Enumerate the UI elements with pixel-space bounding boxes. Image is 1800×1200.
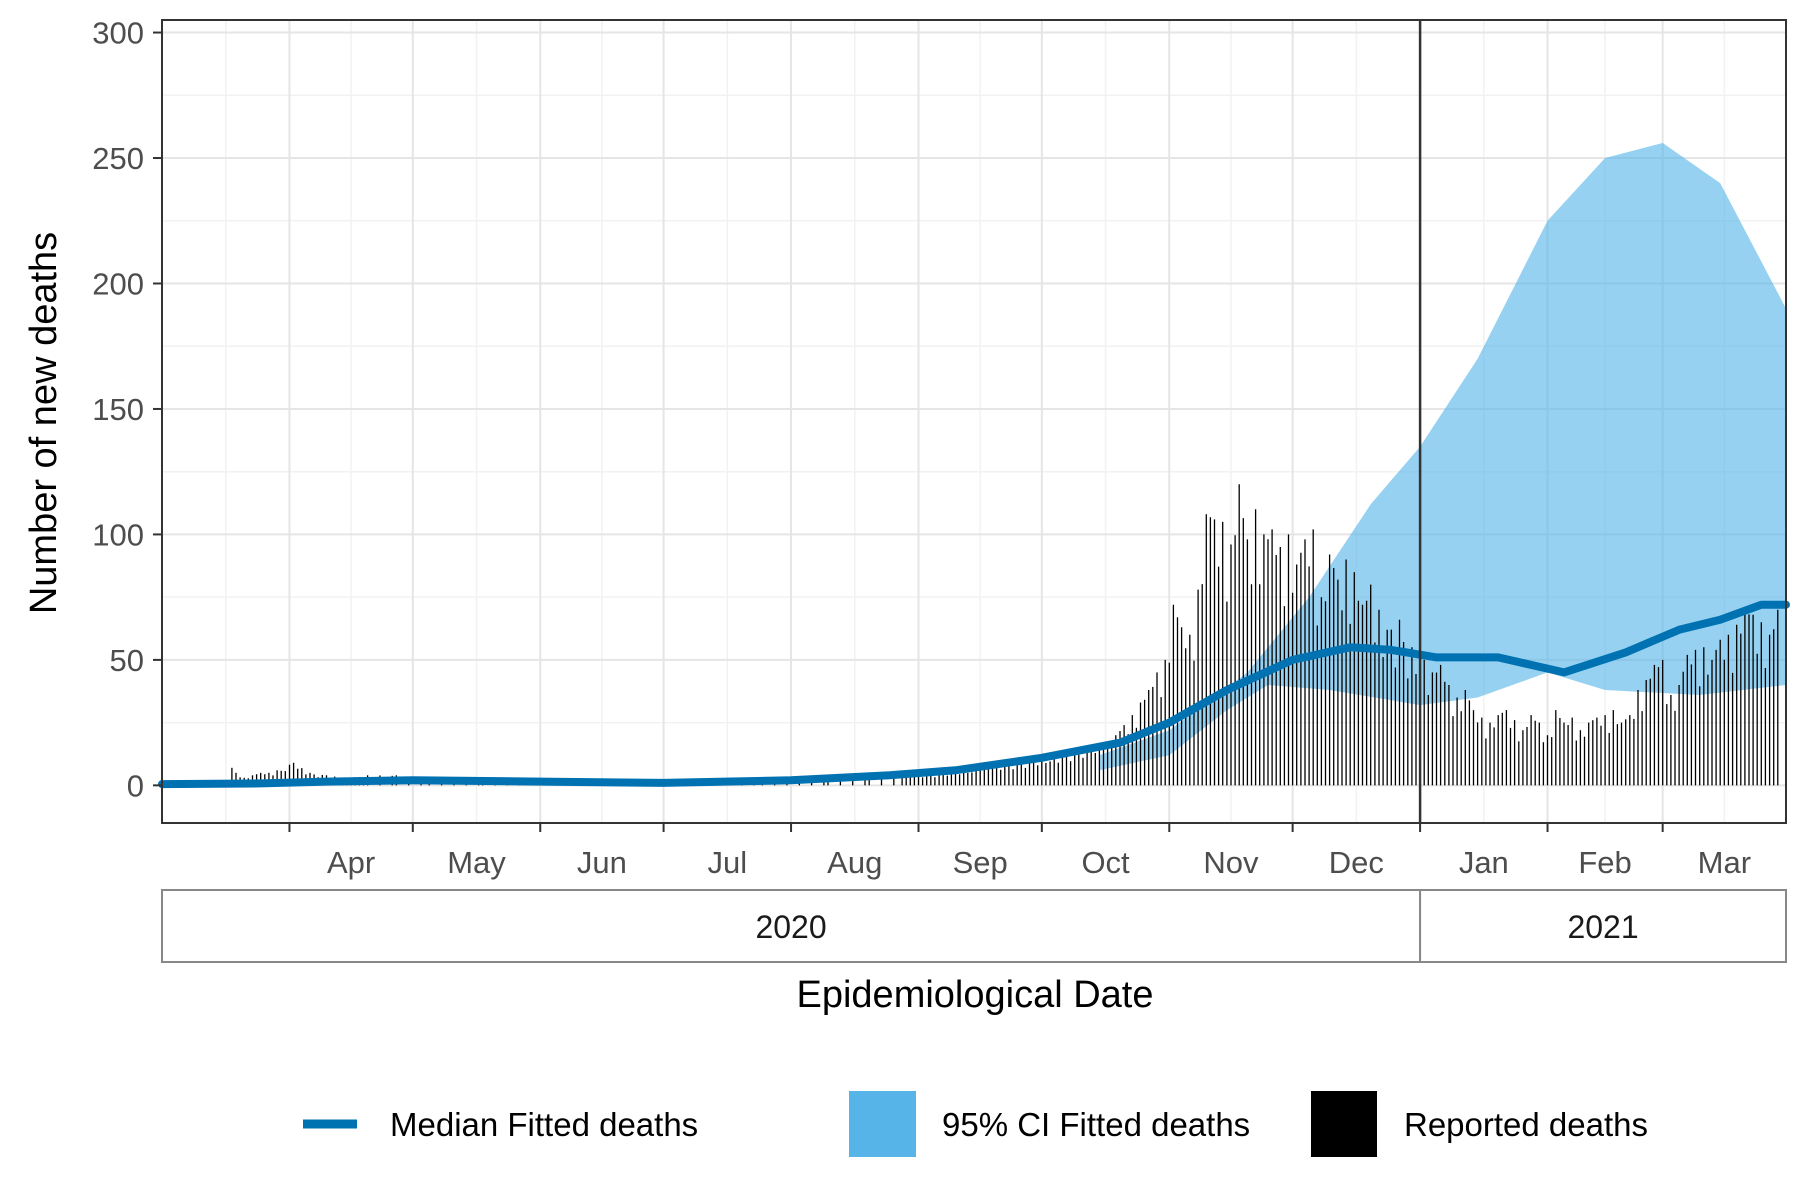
legend-reported-label: Reported deaths bbox=[1404, 1106, 1648, 1143]
x-axis-title: Epidemiological Date bbox=[797, 974, 1154, 1016]
year-strip bbox=[1419, 889, 1787, 963]
x-tick-label: Feb bbox=[1578, 845, 1631, 880]
legend-ci-label: 95% CI Fitted deaths bbox=[942, 1106, 1250, 1143]
x-tick-label: Dec bbox=[1329, 845, 1384, 880]
median-layer bbox=[158, 600, 1790, 789]
y-tick-label: 300 bbox=[92, 16, 144, 51]
y-tick-label: 50 bbox=[110, 643, 144, 678]
year-strip-label: 2021 bbox=[1567, 909, 1638, 945]
x-tick-label: Jan bbox=[1459, 845, 1509, 880]
y-tick-label: 250 bbox=[92, 141, 144, 176]
x-tick-label: Aug bbox=[827, 845, 882, 880]
year-strip bbox=[161, 889, 1422, 963]
x-axis: Apr May Jun Jul Aug Sep Oct Nov Dec Jan Feb Mar bbox=[288, 823, 1751, 880]
y-axis: 0 50 100 150 200 250 300 bbox=[92, 16, 162, 803]
ci-band bbox=[1099, 143, 1786, 771]
x-tick-label: Apr bbox=[327, 845, 375, 880]
legend-reported-key bbox=[1311, 1091, 1377, 1157]
legend-ci-key bbox=[849, 1091, 916, 1157]
x-tick-label: Oct bbox=[1081, 845, 1130, 880]
x-tick-label: Jun bbox=[577, 845, 627, 880]
y-tick-label: 200 bbox=[92, 266, 144, 301]
year-strips: 2020 2021 bbox=[161, 889, 1787, 963]
x-tick-label: Nov bbox=[1203, 845, 1259, 880]
y-tick-label: 150 bbox=[92, 392, 144, 427]
median-fitted-line bbox=[158, 600, 1790, 789]
x-tick-label: Mar bbox=[1698, 845, 1751, 880]
y-axis-title: Number of new deaths bbox=[23, 232, 65, 614]
x-tick-label: Jul bbox=[707, 845, 747, 880]
panel-border bbox=[161, 19, 1787, 824]
x-tick-label: May bbox=[447, 845, 506, 880]
ci-layer bbox=[1099, 143, 1786, 771]
x-tick-label: Sep bbox=[953, 845, 1008, 880]
legend: Median Fitted deaths 95% CI Fitted death… bbox=[303, 1091, 1648, 1157]
y-tick-label: 0 bbox=[127, 768, 144, 803]
year-strip-label: 2020 bbox=[755, 909, 826, 945]
legend-median-label: Median Fitted deaths bbox=[390, 1106, 698, 1143]
y-tick-label: 100 bbox=[92, 517, 144, 552]
